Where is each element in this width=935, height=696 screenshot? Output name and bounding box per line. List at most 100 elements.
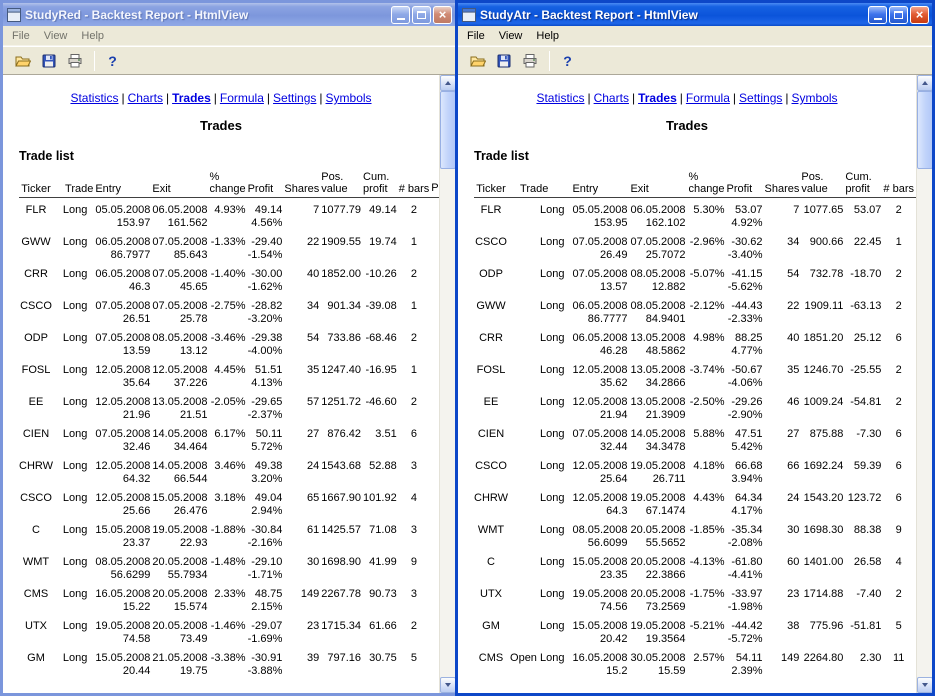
report-view: Statistics | Charts | Trades | Formula | Setting… xyxy=(3,75,439,693)
cell-shares: 7 xyxy=(793,204,800,216)
menu-view[interactable]: View xyxy=(43,29,68,42)
cell-cum: -16.95 xyxy=(365,364,397,376)
nav-link-symbols[interactable]: Symbols xyxy=(791,91,838,105)
open-button[interactable] xyxy=(465,49,490,73)
scroll-thumb[interactable] xyxy=(440,91,455,169)
cell-change: 3.18% xyxy=(214,492,246,504)
cell-profit: -30.84 -2.16% xyxy=(247,524,283,549)
cell-entry: 12.05.2008 64.32 xyxy=(95,460,151,485)
htmlview-content: Statistics | Charts | Trades | Formula | Setting… xyxy=(458,75,932,693)
report-nav: Statistics | Charts | Trades | Formula | Setting… xyxy=(458,91,916,105)
cell-change: 2.33% xyxy=(214,588,246,600)
cell-exit: 15.05.2008 26.476 xyxy=(152,492,208,517)
nav-link-settings[interactable]: Settings xyxy=(273,91,317,105)
app-icon xyxy=(462,7,476,22)
cell-bars: 9 xyxy=(410,556,418,568)
nav-link-settings[interactable]: Settings xyxy=(739,91,783,105)
cell-pos: 1077.65 xyxy=(803,204,844,216)
cell-pos: 876.42 xyxy=(327,428,362,440)
cell-profit: -29.65 -2.37% xyxy=(247,396,283,421)
print-button[interactable] xyxy=(62,49,87,73)
menu-file[interactable]: File xyxy=(467,29,485,42)
vertical-scrollbar[interactable] xyxy=(439,75,455,693)
cell-change: -3.38% xyxy=(210,652,246,664)
trade-row: GM Long 15.05.2008 20.44 21.05.2008 19.75 -3.3… xyxy=(19,646,439,678)
menu-help[interactable]: Help xyxy=(81,29,105,42)
cell-exit: 20.05.2008 55.5652 xyxy=(630,524,686,549)
titlebar[interactable]: StudyAtr - Backtest Report - HtmlView × xyxy=(458,3,932,26)
cell-exit: 20.05.2008 55.7934 xyxy=(152,556,208,581)
close-button[interactable]: × xyxy=(433,5,452,24)
close-icon: × xyxy=(915,6,924,22)
trade-row: GWW Long 06.05.2008 86.7777 08.05.2008 84.940… xyxy=(474,294,916,326)
cell-bars: 2 xyxy=(410,396,418,408)
cell-change: -1.40% xyxy=(210,268,246,280)
open-folder-icon xyxy=(14,56,31,66)
print-button[interactable] xyxy=(517,49,542,73)
cell-trade: Long xyxy=(539,364,565,376)
cell-shares: 35 xyxy=(787,364,800,376)
open-button[interactable] xyxy=(10,49,35,73)
scroll-up-button[interactable] xyxy=(440,75,455,91)
menu-view[interactable]: View xyxy=(498,29,523,42)
cell-trade: Long xyxy=(539,556,565,568)
nav-link-charts[interactable]: Charts xyxy=(127,91,163,105)
cell-pos: 733.86 xyxy=(327,332,362,344)
trades-table: Ticker Trade Entry Exit% change Profit Shares P… xyxy=(19,171,439,678)
help-button[interactable]: ? xyxy=(555,49,580,73)
cell-profit: 49.04 2.94% xyxy=(251,492,283,517)
cell-pos: 900.66 xyxy=(809,236,844,248)
nav-link-formula[interactable]: Formula xyxy=(685,91,730,105)
cell-shares: 30 xyxy=(307,556,320,568)
nav-link-statistics[interactable]: Statistics xyxy=(70,91,119,105)
cell-ticker: CSCO xyxy=(475,236,507,248)
cell-pos: 901.34 xyxy=(327,300,362,312)
printer-icon xyxy=(523,53,536,67)
scroll-down-button[interactable] xyxy=(440,677,455,693)
cell-ticker: WMT xyxy=(477,524,505,536)
minimize-button[interactable] xyxy=(391,5,410,24)
scroll-thumb[interactable] xyxy=(917,91,932,169)
cell-entry: 07.05.2008 26.51 xyxy=(95,300,151,325)
cell-change: 2.57% xyxy=(693,652,725,664)
cell-ticker: CIEN xyxy=(22,428,50,440)
scroll-up-button[interactable] xyxy=(917,75,932,91)
cell-change: -4.13% xyxy=(689,556,725,568)
close-button[interactable]: × xyxy=(910,5,929,24)
minimize-button[interactable] xyxy=(868,5,887,24)
vertical-scrollbar[interactable] xyxy=(916,75,932,693)
maximize-button[interactable] xyxy=(412,5,431,24)
cell-ticker: WMT xyxy=(22,556,50,568)
cell-bars: 6 xyxy=(410,428,418,440)
cell-bars: 5 xyxy=(410,652,418,664)
nav-link-formula[interactable]: Formula xyxy=(219,91,264,105)
cell-ticker: CHRW xyxy=(19,460,54,472)
cell-entry: 07.05.2008 13.59 xyxy=(95,332,151,357)
cell-trade: Long xyxy=(62,396,88,408)
help-icon: ? xyxy=(563,52,572,69)
cell-trade: Long xyxy=(539,620,565,632)
trade-row: EE Long 12.05.2008 21.96 13.05.2008 21.51 -2.0… xyxy=(19,390,439,422)
nav-link-charts[interactable]: Charts xyxy=(593,91,629,105)
cell-entry: 12.05.2008 21.96 xyxy=(95,396,151,421)
save-button[interactable] xyxy=(491,49,516,73)
nav-link-symbols[interactable]: Symbols xyxy=(325,91,372,105)
nav-link-statistics[interactable]: Statistics xyxy=(536,91,585,105)
nav-link-trades[interactable]: Trades xyxy=(172,91,211,105)
cell-ticker: FLR xyxy=(25,204,47,216)
save-button[interactable] xyxy=(36,49,61,73)
scroll-down-button[interactable] xyxy=(917,677,932,693)
titlebar[interactable]: StudyRed - Backtest Report - HtmlView × xyxy=(3,3,455,26)
cell-shares: 57 xyxy=(307,396,320,408)
menu-help[interactable]: Help xyxy=(536,29,560,42)
menu-file[interactable]: File xyxy=(12,29,30,42)
close-icon: × xyxy=(438,6,447,22)
cell-ticker: CIEN xyxy=(477,428,505,440)
cell-shares: 54 xyxy=(307,332,320,344)
maximize-button[interactable] xyxy=(889,5,908,24)
cell-pos: 1851.20 xyxy=(803,332,844,344)
cell-exit: 13.05.2008 34.2866 xyxy=(630,364,686,389)
nav-link-trades[interactable]: Trades xyxy=(638,91,677,105)
help-button[interactable]: ? xyxy=(100,49,125,73)
cell-shares: 66 xyxy=(787,460,800,472)
